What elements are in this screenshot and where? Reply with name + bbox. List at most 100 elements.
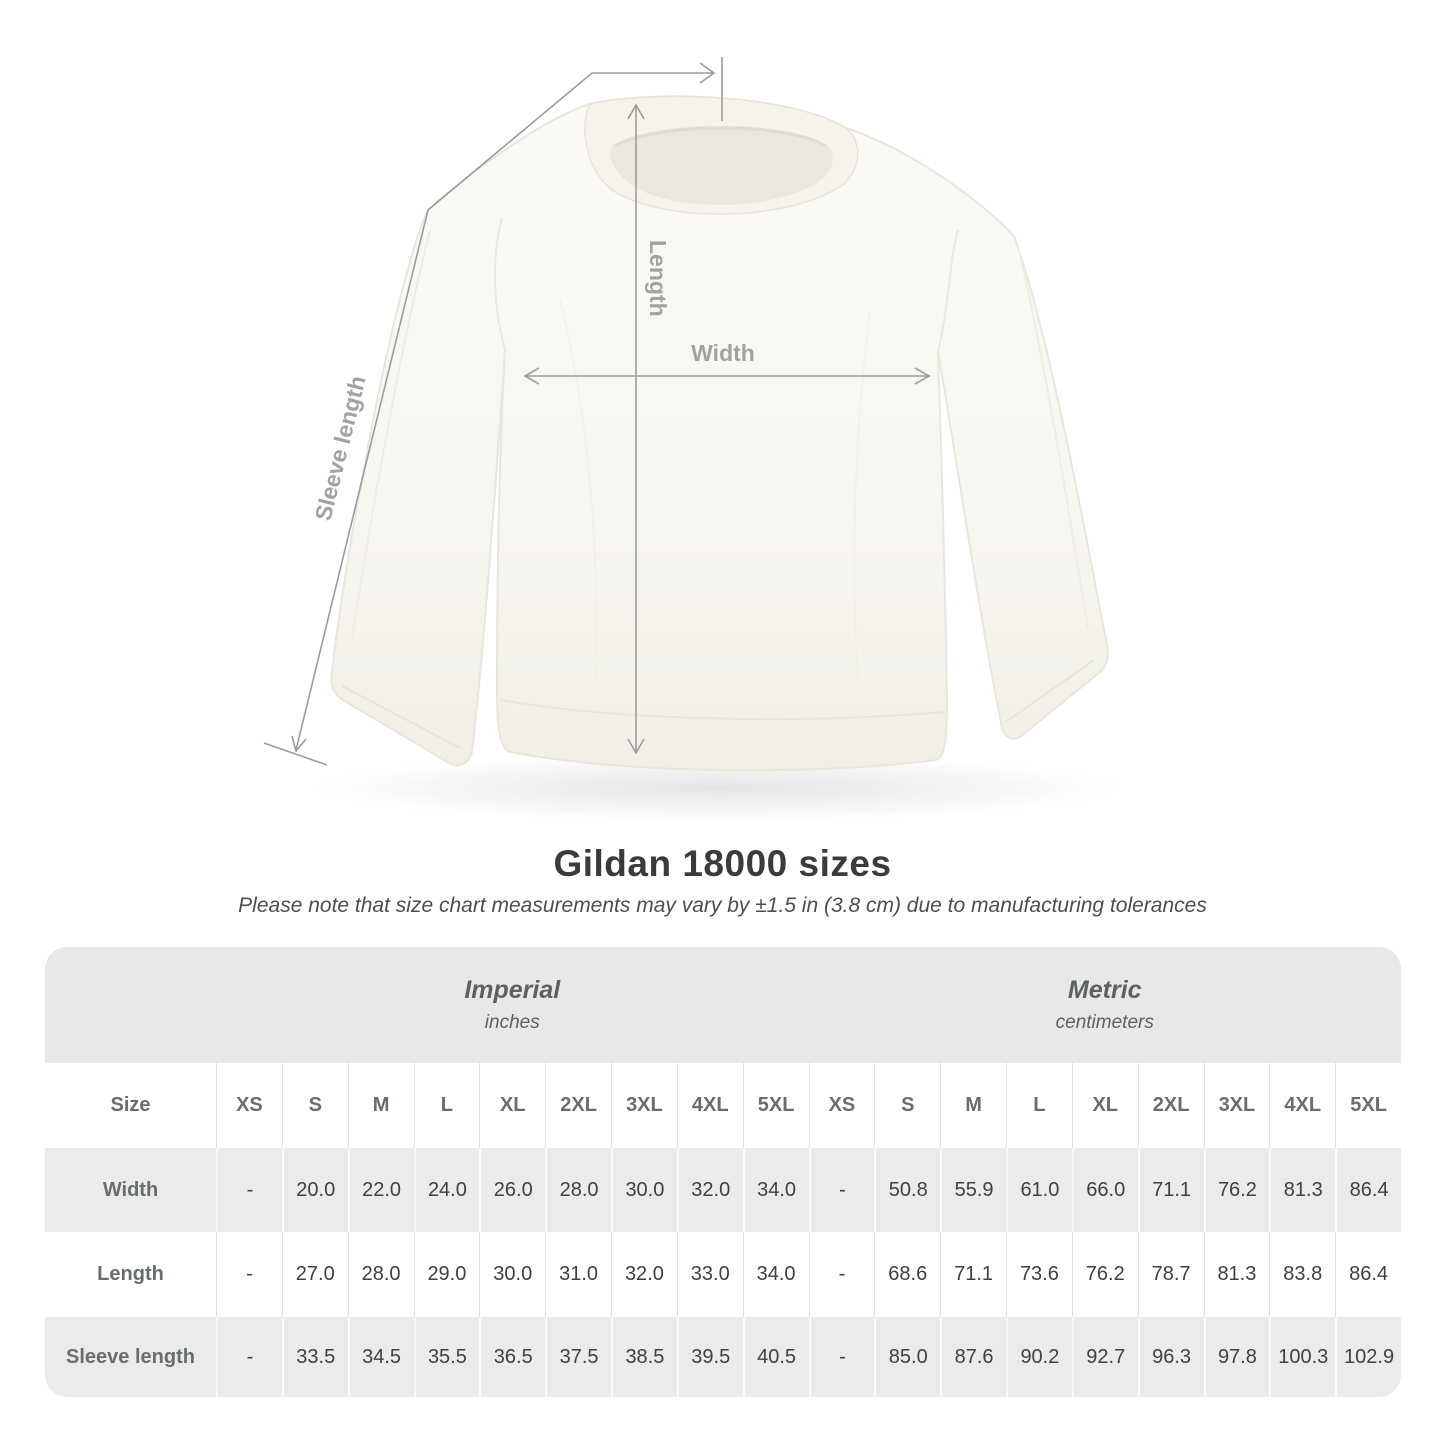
imperial-group-name: Imperial	[464, 976, 561, 1004]
width-label: Width	[691, 340, 755, 366]
value-cell: 36.5	[479, 1317, 545, 1397]
row-label: Sleeve length	[66, 1345, 195, 1368]
sweatshirt-illustration: Width Length Sleeve length	[263, 57, 1150, 824]
value-cell: 97.8	[1203, 1317, 1270, 1397]
measurement-lines	[263, 57, 931, 766]
value-cell: 39.5	[676, 1317, 743, 1397]
size-header: 3XL	[1203, 1063, 1270, 1148]
size-header: XS	[808, 1063, 875, 1148]
value-cell: 85.0	[874, 1317, 940, 1397]
length-arrowhead-bottom	[627, 738, 645, 755]
value-cell: 81.3	[1203, 1232, 1270, 1317]
sleeve-length-line	[295, 72, 713, 751]
value-cell: 20.0	[281, 1148, 348, 1232]
imperial-group-header: Imperial inches	[216, 947, 809, 1063]
value-cell: 96.3	[1137, 1317, 1204, 1397]
metric-group-header: Metric centimeters	[809, 947, 1402, 1063]
value-cell: 30.0	[479, 1232, 545, 1317]
width-arrowhead-left	[523, 367, 540, 385]
value-cell: 35.5	[413, 1317, 480, 1397]
garment-seams	[341, 217, 1095, 749]
size-header: 5XL	[742, 1063, 809, 1148]
value-cell: 87.6	[940, 1317, 1006, 1397]
value-cell: 92.7	[1071, 1317, 1138, 1397]
sleeve-arrowhead-bottom	[291, 735, 307, 753]
size-header: 3XL	[611, 1063, 677, 1148]
metric-group-name: Metric	[1067, 976, 1142, 1004]
value-cell: 32.0	[676, 1148, 743, 1232]
value-cell: 83.8	[1269, 1232, 1335, 1317]
collar-inner-shadow	[613, 126, 827, 148]
value-cell: 78.7	[1137, 1232, 1204, 1317]
length-label: Length	[645, 240, 671, 317]
value-cell: 29.0	[413, 1232, 480, 1317]
value-cell: 37.5	[545, 1317, 611, 1397]
value-cell: 31.0	[545, 1232, 611, 1317]
size-header: XS	[216, 1063, 282, 1148]
sleeve-bottom-tick	[263, 742, 328, 766]
size-header: L	[413, 1063, 480, 1148]
value-cell: 38.5	[611, 1317, 677, 1397]
metric-group-unit: centimeters	[1055, 1012, 1154, 1033]
size-header: XL	[479, 1063, 545, 1148]
value-cell: 30.0	[611, 1148, 677, 1232]
size-header: M	[940, 1063, 1006, 1148]
size-header: S	[874, 1063, 940, 1148]
collar-opening	[610, 125, 833, 205]
value-cell: 90.2	[1006, 1317, 1072, 1397]
value-cell: 33.0	[676, 1232, 743, 1317]
size-header: S	[281, 1063, 348, 1148]
product-diagram: Width Length Sleeve length	[263, 57, 1150, 824]
corner-cell	[45, 947, 216, 1063]
row-label: Length	[97, 1263, 164, 1285]
value-cell: 66.0	[1071, 1148, 1138, 1232]
value-cell: 33.5	[281, 1317, 348, 1397]
value-cell: 40.5	[742, 1317, 809, 1397]
value-cell: 76.2	[1203, 1148, 1270, 1232]
size-column-label: Size	[110, 1094, 151, 1116]
size-header-row: Size XS S M L XL 2XL 3XL 4XL 5XL XS S M …	[45, 1063, 1401, 1148]
size-header: 5XL	[1335, 1063, 1401, 1148]
value-cell: 26.0	[479, 1148, 545, 1232]
table-row-sleeve-length: Sleeve length - 33.5 34.5 35.5 36.5 37.5…	[45, 1317, 1401, 1397]
tolerance-note: Please note that size chart measurements…	[238, 894, 1207, 917]
size-header: M	[347, 1063, 414, 1148]
size-chart-table: Imperial inches Metric centimeters Size …	[45, 947, 1401, 1397]
value-cell: 28.0	[347, 1232, 414, 1317]
size-header: L	[1006, 1063, 1072, 1148]
value-cell: 61.0	[1006, 1148, 1072, 1232]
value-cell: -	[216, 1317, 282, 1397]
value-cell: -	[216, 1148, 282, 1232]
value-cell: 50.8	[874, 1148, 940, 1232]
value-cell: 34.0	[742, 1148, 809, 1232]
value-cell: -	[808, 1232, 875, 1317]
value-cell: -	[808, 1317, 875, 1397]
page-title: Gildan 18000 sizes	[553, 843, 892, 884]
value-cell: 55.9	[940, 1148, 1006, 1232]
imperial-group-unit: inches	[484, 1012, 540, 1033]
value-cell: 86.4	[1335, 1148, 1401, 1232]
unit-group-header-row: Imperial inches Metric centimeters	[45, 947, 1401, 1063]
value-cell: 76.2	[1071, 1232, 1138, 1317]
size-header: XL	[1071, 1063, 1138, 1148]
width-arrowhead-right	[914, 367, 931, 385]
size-header: 2XL	[545, 1063, 611, 1148]
value-cell: 73.6	[1006, 1232, 1072, 1317]
value-cell: 71.1	[940, 1232, 1006, 1317]
table-row-length: Length - 27.0 28.0 29.0 30.0 31.0 32.0 3…	[45, 1232, 1401, 1317]
value-cell: 34.5	[347, 1317, 414, 1397]
value-cell: 27.0	[281, 1232, 348, 1317]
value-cell: 81.3	[1269, 1148, 1335, 1232]
garment-shadow	[286, 752, 1150, 824]
value-cell: 68.6	[874, 1232, 940, 1317]
size-header: 4XL	[676, 1063, 743, 1148]
row-label: Width	[102, 1178, 159, 1201]
size-header: 4XL	[1269, 1063, 1335, 1148]
value-cell: 100.3	[1269, 1317, 1335, 1397]
value-cell: 34.0	[742, 1232, 809, 1317]
sweatshirt-body	[330, 95, 1109, 772]
size-header: 2XL	[1137, 1063, 1204, 1148]
value-cell: 22.0	[347, 1148, 414, 1232]
value-cell: 28.0	[545, 1148, 611, 1232]
